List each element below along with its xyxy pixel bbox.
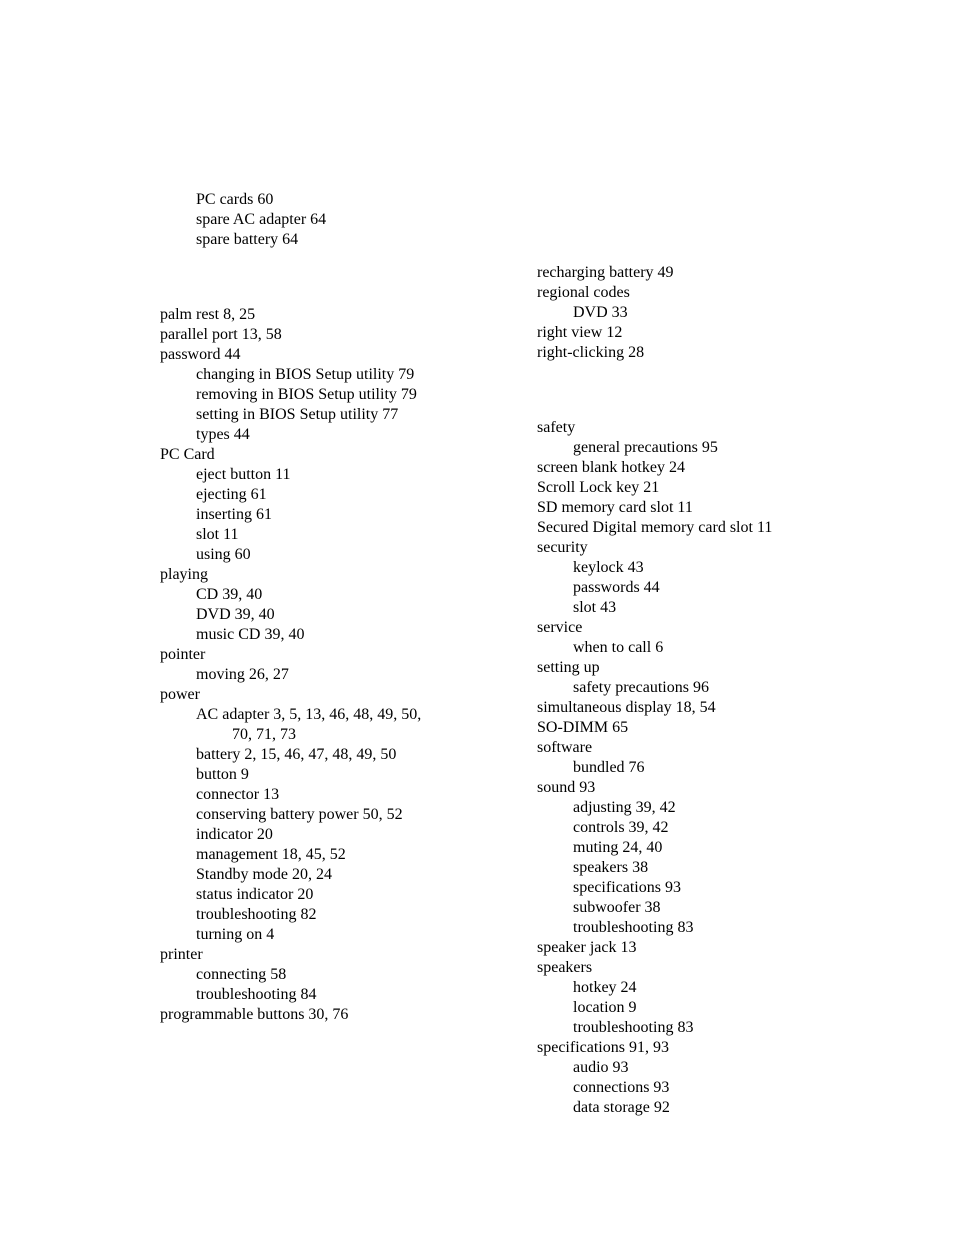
index-entry: music CD 39, 40 [160, 625, 497, 645]
index-entry: inserting 61 [160, 505, 497, 525]
index-column-right: recharging battery 49regional codesDVD 3… [537, 190, 874, 1118]
index-entry: setting up [537, 658, 874, 678]
index-entry: management 18, 45, 52 [160, 845, 497, 865]
index-entry: changing in BIOS Setup utility 79 [160, 365, 497, 385]
index-entry: location 9 [537, 998, 874, 1018]
index-entry: connections 93 [537, 1078, 874, 1098]
index-entry: pointer [160, 645, 497, 665]
index-entry: when to call 6 [537, 638, 874, 658]
index-entry: speaker jack 13 [537, 938, 874, 958]
index-entry: troubleshooting 82 [160, 905, 497, 925]
index-entry: general precautions 95 [537, 438, 874, 458]
index-entry: DVD 39, 40 [160, 605, 497, 625]
index-entry: subwoofer 38 [537, 898, 874, 918]
index-entry: troubleshooting 83 [537, 918, 874, 938]
index-entry: data storage 92 [537, 1098, 874, 1118]
index-entry: troubleshooting 83 [537, 1018, 874, 1038]
index-entry: spare battery 64 [160, 230, 497, 250]
index-entry: palm rest 8, 25 [160, 305, 497, 325]
index-entry: Secured Digital memory card slot 11 [537, 518, 874, 538]
index-entry: sound 93 [537, 778, 874, 798]
index-entry: troubleshooting 84 [160, 985, 497, 1005]
index-entry: hotkey 24 [537, 978, 874, 998]
index-entry: parallel port 13, 58 [160, 325, 497, 345]
index-entry: moving 26, 27 [160, 665, 497, 685]
index-entry: bundled 76 [537, 758, 874, 778]
index-entry: password 44 [160, 345, 497, 365]
index-entry: safety precautions 96 [537, 678, 874, 698]
index-entry: keylock 43 [537, 558, 874, 578]
index-entry: types 44 [160, 425, 497, 445]
index-entry: recharging battery 49 [537, 263, 874, 283]
index-column-left: PC cards 60spare AC adapter 64spare batt… [160, 190, 497, 1118]
index-entry: removing in BIOS Setup utility 79 [160, 385, 497, 405]
index-entry: right view 12 [537, 323, 874, 343]
index-entry: PC Card [160, 445, 497, 465]
index-entry: programmable buttons 30, 76 [160, 1005, 497, 1025]
index-entry: DVD 33 [537, 303, 874, 323]
index-entry: screen blank hotkey 24 [537, 458, 874, 478]
index-entry: speakers [537, 958, 874, 978]
index-entry: SO-DIMM 65 [537, 718, 874, 738]
index-entry: playing [160, 565, 497, 585]
index-entry: right-clicking 28 [537, 343, 874, 363]
index-entry: passwords 44 [537, 578, 874, 598]
index-entry: setting in BIOS Setup utility 77 [160, 405, 497, 425]
index-entry: status indicator 20 [160, 885, 497, 905]
index-section-marker [537, 236, 874, 257]
index-entry: specifications 91, 93 [537, 1038, 874, 1058]
index-section-marker [537, 391, 874, 412]
index-section-marker [160, 278, 497, 299]
index-entry: ejecting 61 [160, 485, 497, 505]
index-entry: Scroll Lock key 21 [537, 478, 874, 498]
index-entry: controls 39, 42 [537, 818, 874, 838]
index-entry: connector 13 [160, 785, 497, 805]
index-entry: security [537, 538, 874, 558]
index-entry: SD memory card slot 11 [537, 498, 874, 518]
index-entry: regional codes [537, 283, 874, 303]
index-entry: indicator 20 [160, 825, 497, 845]
index-entry: turning on 4 [160, 925, 497, 945]
index-entry: specifications 93 [537, 878, 874, 898]
index-entry: AC adapter 3, 5, 13, 46, 48, 49, 50, [160, 705, 497, 725]
index-entry: printer [160, 945, 497, 965]
index-entry: software [537, 738, 874, 758]
index-entry: slot 43 [537, 598, 874, 618]
index-entry: using 60 [160, 545, 497, 565]
index-entry: adjusting 39, 42 [537, 798, 874, 818]
index-entry: connecting 58 [160, 965, 497, 985]
index-entry: PC cards 60 [160, 190, 497, 210]
index-entry: safety [537, 418, 874, 438]
index-entry: audio 93 [537, 1058, 874, 1078]
index-entry: spare AC adapter 64 [160, 210, 497, 230]
index-entry: conserving battery power 50, 52 [160, 805, 497, 825]
index-entry: 70, 71, 73 [160, 725, 497, 745]
index-entry: button 9 [160, 765, 497, 785]
index-page: PC cards 60spare AC adapter 64spare batt… [0, 0, 954, 1218]
index-entry: simultaneous display 18, 54 [537, 698, 874, 718]
index-entry: CD 39, 40 [160, 585, 497, 605]
index-entry: eject button 11 [160, 465, 497, 485]
index-entry: Standby mode 20, 24 [160, 865, 497, 885]
index-entry: power [160, 685, 497, 705]
index-entry: slot 11 [160, 525, 497, 545]
index-entry: service [537, 618, 874, 638]
index-entry: muting 24, 40 [537, 838, 874, 858]
index-entry: speakers 38 [537, 858, 874, 878]
index-entry: battery 2, 15, 46, 47, 48, 49, 50 [160, 745, 497, 765]
